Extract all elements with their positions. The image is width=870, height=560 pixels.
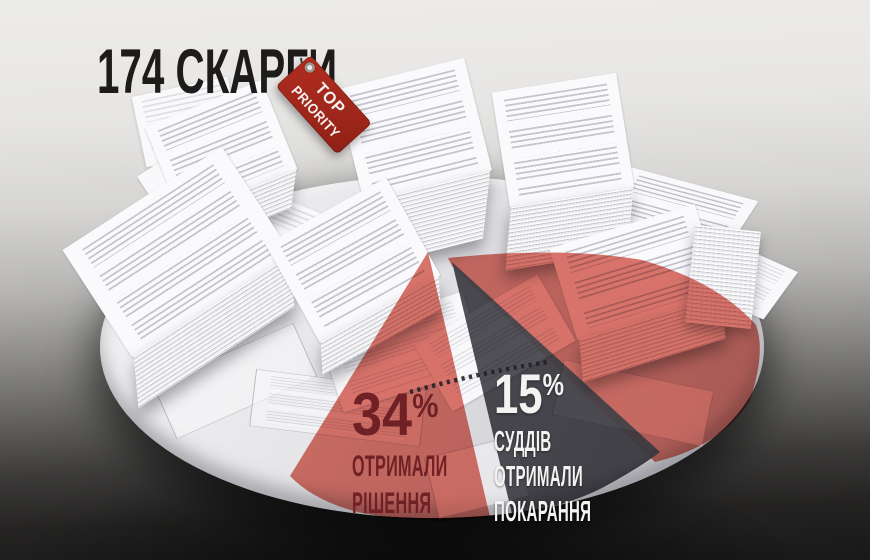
slice-34-line1: ОТРИМАЛИ [352, 450, 448, 483]
slice-15-value: 15% [494, 362, 564, 425]
slice-15-line3: ПОКАРАННЯ [494, 496, 592, 528]
slice-15-line2: ОТРИМАЛИ [494, 461, 583, 493]
stack-top-page [491, 72, 635, 208]
slice-15-line1: СУДДІВ [494, 426, 552, 458]
percent-sign: % [542, 367, 564, 402]
percent-sign: % [412, 387, 439, 424]
slice-34-value: 34% [352, 381, 439, 448]
slice-34-line2: РІШЕННЯ [352, 487, 432, 520]
slice-15-label: 15% СУДДІВ ОТРИМАЛИ ПОКАРАННЯ [494, 366, 681, 527]
paper-stack-top-right [491, 72, 635, 271]
tag-eyelet [302, 60, 317, 75]
paper-stack-right-edge [685, 224, 761, 330]
